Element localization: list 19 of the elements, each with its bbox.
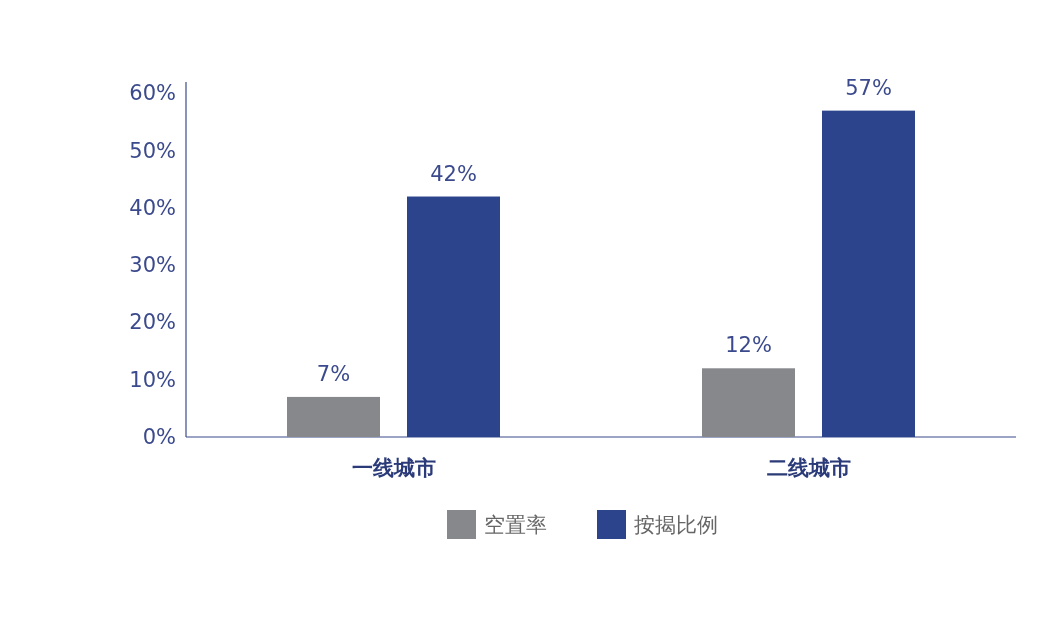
y-tick-label: 20% <box>129 310 176 335</box>
y-tick-label: 60% <box>129 81 176 106</box>
data-label: 42% <box>430 161 477 186</box>
y-tick-label: 40% <box>129 195 176 220</box>
legend-label: 空置率 <box>484 513 547 537</box>
data-label: 7% <box>316 361 351 386</box>
x-tick-label: 二线城市 <box>766 456 851 480</box>
bar <box>407 196 500 437</box>
data-label: 57% <box>845 75 892 100</box>
bar <box>702 368 795 437</box>
y-tick-label: 50% <box>129 138 176 163</box>
bar <box>822 110 915 437</box>
y-tick-label: 10% <box>129 367 176 392</box>
y-tick-label: 30% <box>129 253 176 278</box>
legend-label: 按揭比例 <box>634 513 718 537</box>
y-tick-label: 0% <box>142 425 176 449</box>
bar <box>287 396 380 437</box>
x-tick-label: 一线城市 <box>351 456 436 480</box>
data-label: 12% <box>725 333 772 358</box>
